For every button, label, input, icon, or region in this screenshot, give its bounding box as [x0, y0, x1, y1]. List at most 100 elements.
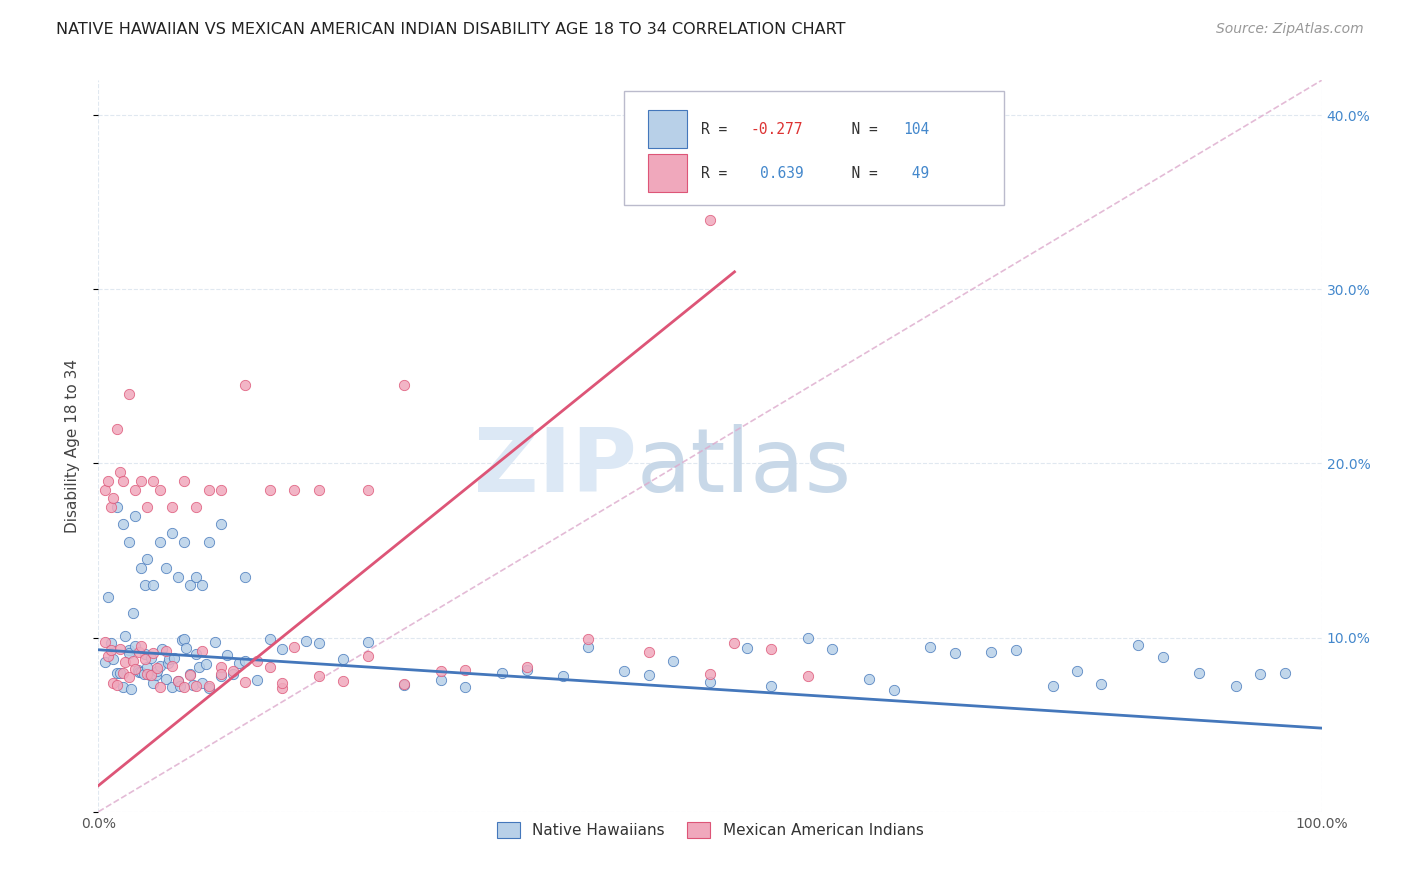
Point — [149, 659, 172, 673]
Point — [139, 650, 162, 665]
Point — [392, 678, 416, 692]
Point — [101, 675, 124, 690]
Point — [169, 680, 191, 694]
Point — [127, 663, 149, 677]
Point — [105, 500, 128, 514]
Text: 0.639: 0.639 — [761, 167, 804, 181]
Point — [105, 665, 128, 680]
Point — [209, 517, 232, 532]
Point — [110, 465, 132, 479]
Point — [124, 662, 146, 676]
Point — [176, 640, 198, 655]
Text: -0.277: -0.277 — [751, 122, 803, 136]
Point — [797, 669, 820, 683]
Point — [150, 641, 173, 656]
Point — [920, 640, 942, 655]
Point — [553, 668, 575, 682]
Point — [100, 500, 122, 514]
Point — [233, 378, 256, 392]
Point — [222, 666, 245, 681]
Point — [163, 651, 186, 665]
Point — [167, 673, 190, 688]
Point — [215, 648, 238, 663]
Point — [197, 680, 219, 694]
Point — [1188, 665, 1211, 680]
Text: NATIVE HAWAIIAN VS MEXICAN AMERICAN INDIAN DISABILITY AGE 18 TO 34 CORRELATION C: NATIVE HAWAIIAN VS MEXICAN AMERICAN INDI… — [56, 22, 846, 37]
Point — [1249, 666, 1271, 681]
Point — [392, 378, 416, 392]
Bar — [648, 154, 686, 192]
Point — [797, 632, 820, 646]
Point — [139, 668, 162, 682]
Point — [209, 669, 232, 683]
Point — [197, 681, 219, 695]
Point — [114, 629, 136, 643]
Point — [233, 654, 256, 668]
Point — [167, 569, 190, 583]
Point — [118, 646, 141, 660]
Point — [1274, 665, 1296, 680]
Point — [454, 663, 477, 677]
Point — [93, 634, 115, 648]
Y-axis label: Disability Age 18 to 34: Disability Age 18 to 34 — [65, 359, 80, 533]
Text: R =: R = — [702, 122, 737, 136]
Point — [209, 666, 232, 681]
Point — [662, 655, 685, 669]
Point — [118, 642, 141, 657]
Point — [259, 632, 281, 647]
Point — [295, 633, 318, 648]
Point — [128, 665, 150, 679]
Point — [160, 681, 183, 695]
Point — [155, 561, 177, 575]
Point — [142, 578, 165, 592]
Point — [93, 655, 115, 669]
Text: R =: R = — [702, 167, 745, 181]
Bar — [648, 111, 686, 148]
Point — [308, 636, 330, 650]
Point — [136, 660, 159, 674]
Point — [120, 681, 142, 696]
Point — [723, 636, 745, 650]
Point — [430, 665, 453, 679]
Point — [160, 500, 183, 514]
Point — [129, 639, 152, 653]
Point — [699, 212, 721, 227]
Point — [101, 491, 124, 506]
Point — [1128, 638, 1150, 652]
Point — [283, 640, 305, 654]
Point — [613, 664, 636, 678]
Point — [173, 534, 195, 549]
Point — [637, 645, 661, 659]
Point — [97, 590, 120, 604]
Point — [515, 659, 537, 673]
Point — [259, 483, 281, 497]
Point — [181, 678, 204, 692]
Point — [186, 500, 208, 514]
Point — [118, 670, 141, 684]
Point — [186, 647, 208, 661]
Point — [187, 660, 209, 674]
Point — [1225, 680, 1247, 694]
Point — [332, 651, 354, 665]
Point — [179, 666, 201, 681]
Point — [209, 660, 232, 674]
Point — [170, 633, 193, 648]
Point — [980, 645, 1002, 659]
Point — [124, 640, 146, 654]
Point — [129, 561, 152, 575]
Point — [1152, 650, 1174, 665]
Point — [97, 474, 120, 488]
Point — [157, 652, 180, 666]
Point — [283, 483, 305, 497]
Point — [118, 534, 141, 549]
Point — [124, 483, 146, 497]
Point — [515, 663, 537, 677]
Point — [191, 676, 214, 690]
Point — [100, 636, 122, 650]
Point — [149, 534, 172, 549]
Point — [209, 483, 232, 497]
Point — [121, 654, 143, 668]
Point — [883, 682, 905, 697]
Point — [191, 578, 214, 592]
Point — [699, 675, 721, 690]
